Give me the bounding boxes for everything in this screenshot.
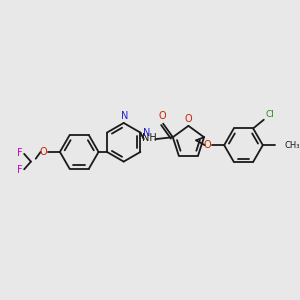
Text: NH: NH [142,133,157,143]
Text: N: N [143,128,151,138]
Text: CH₃: CH₃ [284,141,300,150]
Text: Cl: Cl [265,110,274,119]
Text: N: N [121,111,128,121]
Text: O: O [184,114,192,124]
Text: O: O [204,140,212,150]
Text: O: O [158,111,166,121]
Text: F: F [17,165,23,175]
Text: O: O [40,147,47,157]
Text: F: F [17,148,23,158]
